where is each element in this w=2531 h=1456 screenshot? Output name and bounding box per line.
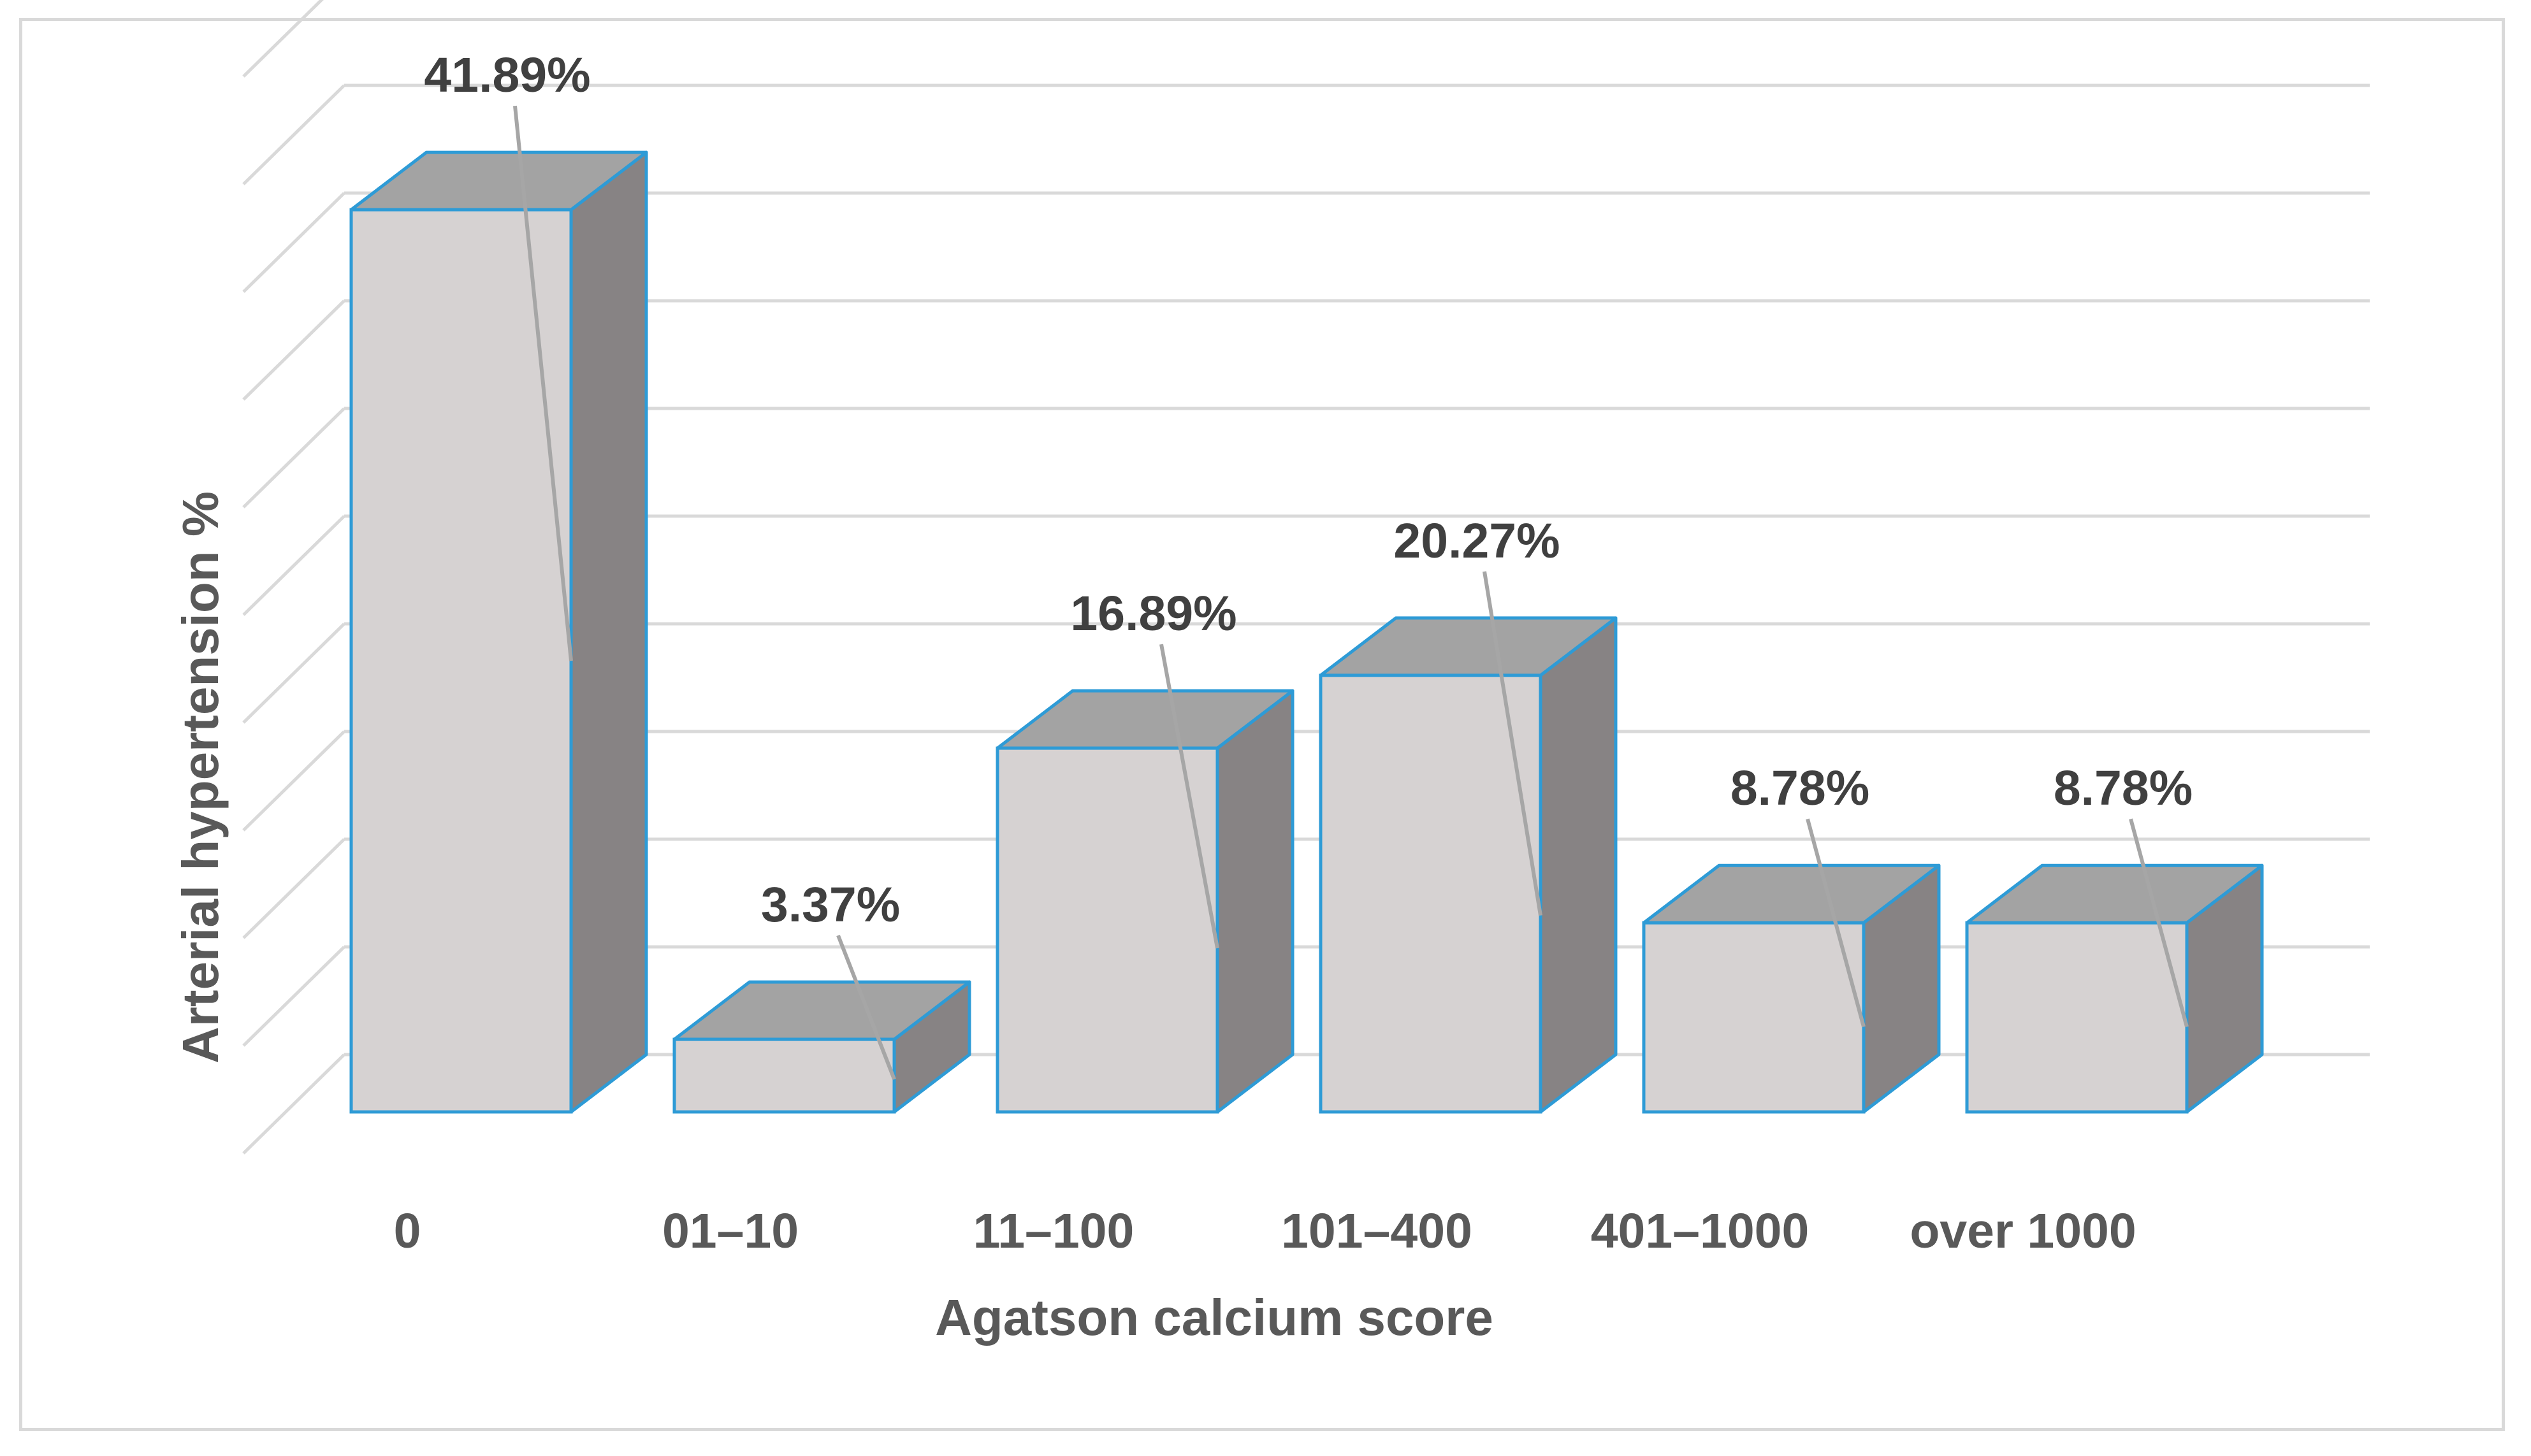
bar (1319, 616, 1618, 1114)
data-label-leader (513, 105, 573, 661)
bar-front-face (996, 746, 1219, 1114)
gridline-depth (242, 407, 345, 508)
x-tick-label: over 1000 (1910, 1204, 2136, 1258)
bar-side-face (1215, 689, 1295, 1114)
data-label-leader (2129, 818, 2189, 1028)
bar-front-face (672, 1037, 896, 1114)
bar (996, 689, 1295, 1114)
bar-side-face (569, 150, 648, 1114)
data-label: 20.27% (1393, 514, 1560, 568)
data-label: 41.89% (424, 48, 590, 103)
data-label: 16.89% (1070, 586, 1236, 641)
bar (1965, 863, 2264, 1114)
gridline-depth (242, 84, 345, 185)
bar (672, 980, 971, 1114)
bar-side-face (1539, 616, 1618, 1114)
gridline-depth (242, 1053, 345, 1155)
bar-front-face (349, 208, 573, 1114)
bars (349, 150, 2264, 1114)
bar-front-face (1319, 674, 1542, 1114)
bar-front-face (1642, 921, 1866, 1114)
bar-front-face (1965, 921, 2189, 1114)
x-axis-title: Agatson calcium score (935, 1289, 1493, 1346)
data-label-leader (1483, 571, 1542, 916)
y-axis-title: Arterial hypertension % (172, 491, 229, 1063)
gridline-depth (242, 730, 345, 832)
gridline-depth (242, 515, 345, 616)
x-tick-label: 0 (394, 1204, 421, 1258)
data-label-leader (1806, 818, 1866, 1028)
gridline-depth (242, 838, 345, 939)
data-label-leader (836, 935, 896, 1080)
data-label-leader (1159, 644, 1219, 949)
gridline-depth (242, 623, 345, 724)
data-label: 8.78% (2054, 761, 2193, 816)
bar (349, 150, 648, 1114)
x-tick-label: 401–1000 (1591, 1204, 1809, 1258)
x-tick-label: 01–10 (662, 1204, 799, 1258)
bar (1642, 863, 1941, 1114)
x-tick-label: 11–100 (973, 1204, 1135, 1258)
data-label: 3.37% (761, 877, 900, 932)
x-tick-labels: 0 01–10 11–100 101–400 401–1000 over 1000 (394, 1204, 2136, 1258)
gridline-depth (242, 299, 345, 401)
data-label: 8.78% (1730, 761, 1869, 816)
gridline-depth (242, 946, 345, 1047)
gridline-depth (242, 0, 324, 78)
data-labels: 41.89% 3.37% 16.89% 20.27% 8.78% 8.78% (424, 48, 2193, 1080)
gridline-depth (242, 192, 345, 293)
x-tick-label: 101–400 (1281, 1204, 1472, 1258)
